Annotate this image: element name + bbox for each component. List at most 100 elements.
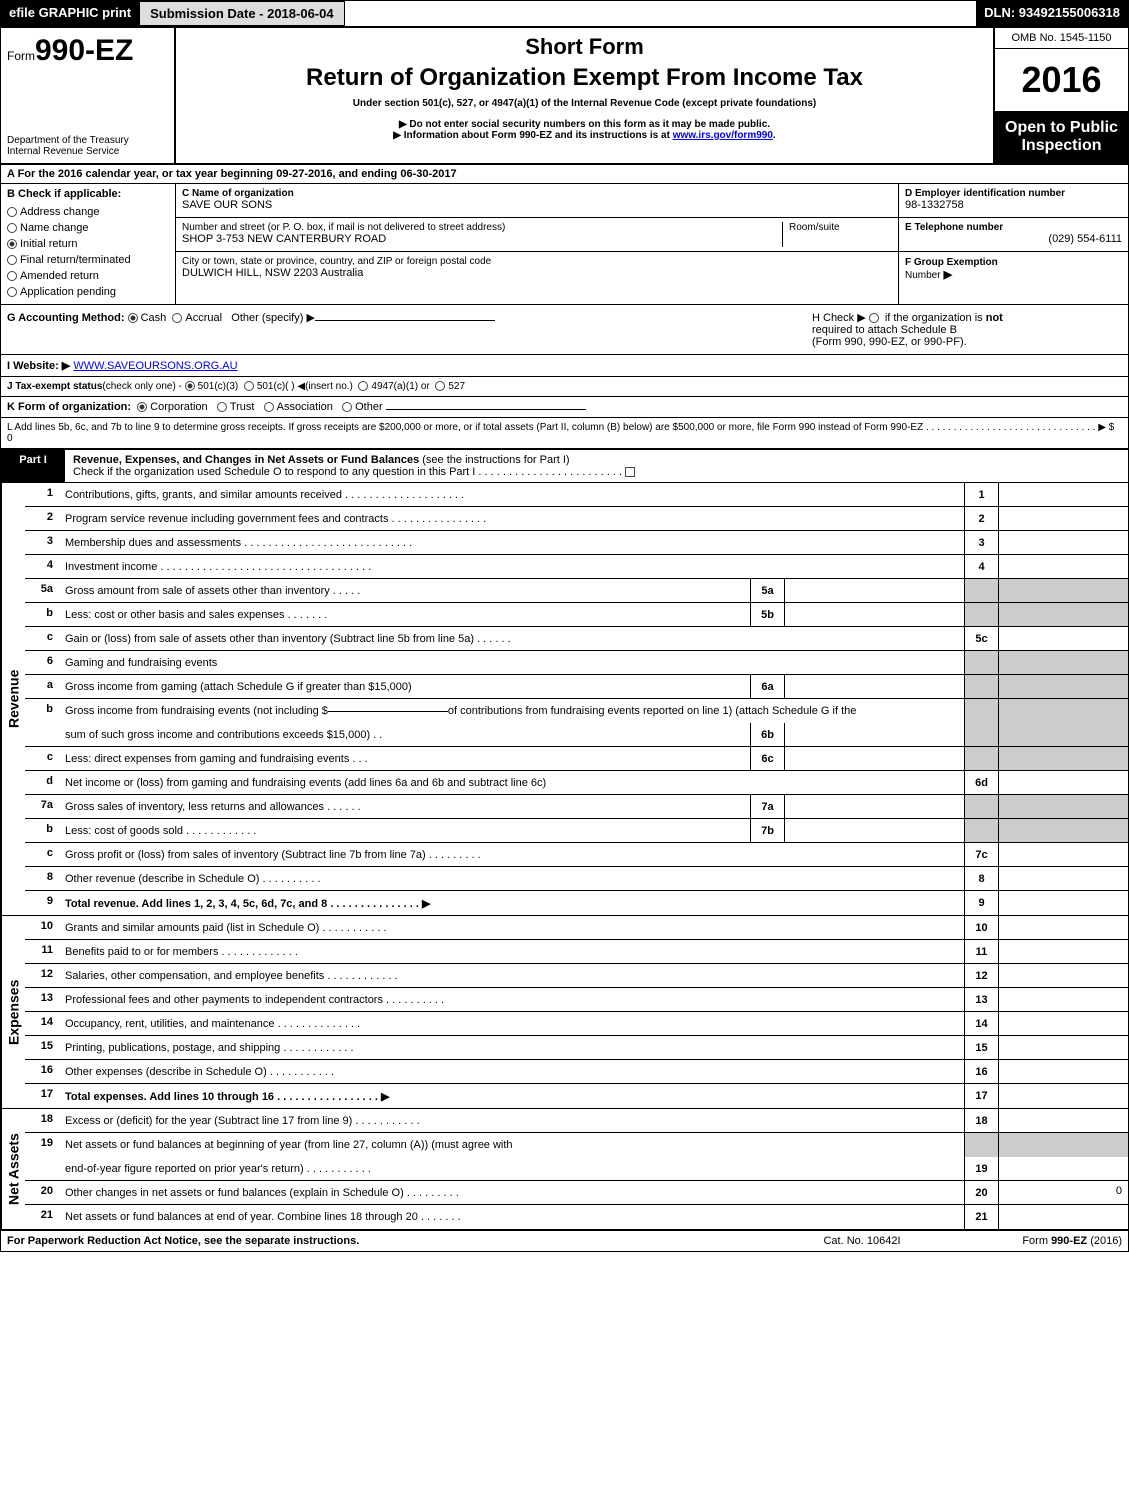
val-15[interactable] — [998, 1036, 1128, 1059]
line-6: 6Gaming and fundraising events — [25, 651, 1128, 675]
line-16: 16Other expenses (describe in Schedule O… — [25, 1060, 1128, 1084]
form-number: Form990-EZ — [7, 34, 168, 68]
e-tel: (029) 554-6111 — [905, 233, 1122, 245]
val-21[interactable] — [998, 1205, 1128, 1229]
val-3[interactable] — [998, 531, 1128, 554]
i-website-link[interactable]: WWW.SAVEOURSONS.ORG.AU — [73, 360, 237, 372]
j-label: J Tax-exempt status — [7, 381, 102, 392]
part1-label: Part I — [1, 450, 65, 482]
val-1[interactable] — [998, 483, 1128, 506]
val-5b[interactable] — [784, 603, 964, 626]
section-g-h: G Accounting Method: Cash Accrual Other … — [1, 305, 1128, 355]
k-corp: Corporation — [150, 401, 207, 413]
form-header: Form990-EZ Department of the Treasury In… — [1, 28, 1128, 165]
val-5c[interactable] — [998, 627, 1128, 650]
section-a: A For the 2016 calendar year, or tax yea… — [1, 165, 1128, 184]
k-label: K Form of organization: — [7, 401, 131, 413]
h-text1: H Check ▶ — [812, 312, 869, 324]
c-city-block: City or town, state or province, country… — [176, 252, 898, 286]
a-mid: , and ending — [332, 168, 400, 180]
efile-label: efile GRAPHIC print — [1, 1, 139, 26]
footer-cat: Cat. No. 10642I — [762, 1235, 962, 1247]
val-5a[interactable] — [784, 579, 964, 602]
chk-address-change[interactable]: Address change — [7, 204, 169, 220]
val-14[interactable] — [998, 1012, 1128, 1035]
open-line2: Inspection — [999, 137, 1124, 155]
val-6d[interactable] — [998, 771, 1128, 794]
a-pre: A For the 2016 calendar year, or tax yea… — [7, 168, 276, 180]
expenses-lines: 10Grants and similar amounts paid (list … — [25, 916, 1128, 1108]
j-501c3-radio[interactable] — [185, 381, 195, 391]
i-label: I Website: ▶ — [7, 360, 70, 372]
e-tel-block: E Telephone number (029) 554-6111 — [899, 218, 1128, 252]
chk-initial-return[interactable]: Initial return — [7, 236, 169, 252]
val-6a[interactable] — [784, 675, 964, 698]
val-10[interactable] — [998, 916, 1128, 939]
val-18[interactable] — [998, 1109, 1128, 1132]
g-other-input[interactable] — [315, 320, 495, 321]
revenue-lines: 1Contributions, gifts, grants, and simil… — [25, 483, 1128, 915]
revenue-grid: Revenue 1Contributions, gifts, grants, a… — [1, 483, 1128, 916]
val-19[interactable] — [998, 1157, 1128, 1180]
line-7b: bLess: cost of goods sold . . . . . . . … — [25, 819, 1128, 843]
j-527-radio[interactable] — [435, 381, 445, 391]
val-2[interactable] — [998, 507, 1128, 530]
k-corp-radio[interactable] — [137, 402, 147, 412]
c-addr-label: Number and street (or P. O. box, if mail… — [182, 222, 782, 233]
expenses-sidelabel: Expenses — [1, 916, 25, 1108]
section-j: J Tax-exempt status(check only one) - 50… — [1, 377, 1128, 397]
val-7c[interactable] — [998, 843, 1128, 866]
g-accrual-radio[interactable] — [172, 313, 182, 323]
val-4[interactable] — [998, 555, 1128, 578]
line-7a: 7aGross sales of inventory, less returns… — [25, 795, 1128, 819]
h-text4: (Form 990, 990-EZ, or 990-PF). — [812, 336, 967, 348]
g-cash-radio[interactable] — [128, 313, 138, 323]
section-i: I Website: ▶ WWW.SAVEOURSONS.ORG.AU — [1, 355, 1128, 377]
k-other-input[interactable] — [386, 409, 586, 410]
j-4947-radio[interactable] — [358, 381, 368, 391]
h-check[interactable] — [869, 313, 879, 323]
line-6b-1: bGross income from fundraising events (n… — [25, 699, 1128, 723]
val-9[interactable] — [998, 891, 1128, 915]
c-org-name: SAVE OUR SONS — [182, 199, 892, 211]
info-link[interactable]: www.irs.gov/form990 — [673, 130, 773, 141]
chk-amended-return[interactable]: Amended return — [7, 268, 169, 284]
val-20[interactable]: 0 — [998, 1181, 1128, 1204]
part1-title: Revenue, Expenses, and Changes in Net As… — [73, 454, 422, 466]
val-12[interactable] — [998, 964, 1128, 987]
val-6c[interactable] — [784, 747, 964, 770]
netassets-lines: 18Excess or (deficit) for the year (Subt… — [25, 1109, 1128, 1229]
k-other-radio[interactable] — [342, 402, 352, 412]
chk-name-change[interactable]: Name change — [7, 220, 169, 236]
chk-application-pending[interactable]: Application pending — [7, 284, 169, 300]
val-7a[interactable] — [784, 795, 964, 818]
j-501c-radio[interactable] — [244, 381, 254, 391]
val-17[interactable] — [998, 1084, 1128, 1108]
line-19b: end-of-year figure reported on prior yea… — [25, 1157, 1128, 1181]
section-k: K Form of organization: Corporation Trus… — [1, 397, 1128, 418]
val-13[interactable] — [998, 988, 1128, 1011]
c-addr: SHOP 3-753 NEW CANTERBURY ROAD — [182, 233, 782, 245]
part1-title-block: Revenue, Expenses, and Changes in Net As… — [65, 450, 1128, 482]
k-assoc-radio[interactable] — [264, 402, 274, 412]
val-16[interactable] — [998, 1060, 1128, 1083]
part1-checkbox[interactable] — [625, 467, 635, 477]
g-label: G Accounting Method: — [7, 312, 125, 324]
form-990ez-page: efile GRAPHIC print Submission Date - 20… — [0, 0, 1129, 1252]
val-6b[interactable] — [784, 723, 964, 746]
line-5b: bLess: cost or other basis and sales exp… — [25, 603, 1128, 627]
line-8: 8Other revenue (describe in Schedule O) … — [25, 867, 1128, 891]
header-center: Short Form Return of Organization Exempt… — [176, 28, 993, 163]
chk-final-return[interactable]: Final return/terminated — [7, 252, 169, 268]
c-addr-block: Number and street (or P. O. box, if mail… — [176, 218, 898, 252]
k-assoc: Association — [277, 401, 333, 413]
col-b: B Check if applicable: Address change Na… — [1, 184, 176, 304]
c-room-label: Room/suite — [782, 222, 892, 247]
line-5a: 5aGross amount from sale of assets other… — [25, 579, 1128, 603]
6b-amount-input[interactable] — [328, 711, 448, 712]
val-7b[interactable] — [784, 819, 964, 842]
line-12: 12Salaries, other compensation, and empl… — [25, 964, 1128, 988]
k-trust-radio[interactable] — [217, 402, 227, 412]
val-11[interactable] — [998, 940, 1128, 963]
val-8[interactable] — [998, 867, 1128, 890]
